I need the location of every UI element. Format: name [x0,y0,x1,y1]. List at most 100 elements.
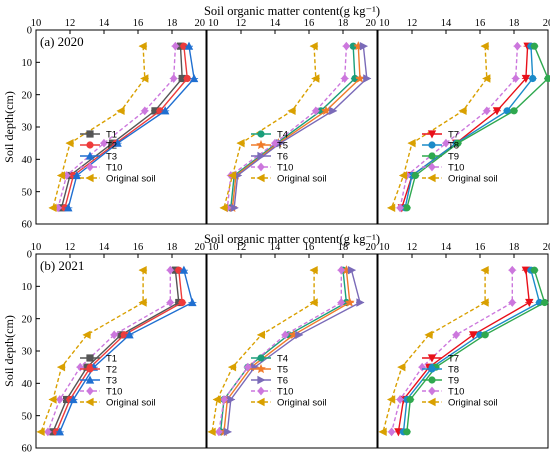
data-point [344,297,355,307]
legend-marker [256,139,266,150]
data-point [184,41,194,50]
y-tick-label: 50 [22,411,33,422]
series-original-soil [36,265,148,437]
series-line [47,270,172,433]
y-tick-label: 0 [27,26,32,37]
data-point [355,73,365,83]
series-t10 [43,265,175,437]
x-tick-label: 18 [338,242,349,253]
data-point [359,41,368,51]
series-line [59,270,194,433]
data-point [236,138,245,148]
data-point [227,362,237,372]
legend-label: Original soil [448,173,498,184]
data-point [411,171,420,180]
x-tick-label: 10 [208,18,219,29]
data-point [48,395,57,404]
x-tick-label: 20 [195,18,206,29]
data-point [271,138,279,148]
series-line [390,46,488,209]
x-tick-label: 12 [65,242,76,253]
data-point [363,74,372,83]
plot-frame [35,29,207,225]
series-original-soil [378,265,490,437]
x-tick-label: 20 [195,242,206,253]
data-point [508,265,516,275]
data-point [166,298,174,307]
data-point [69,394,78,404]
y-tick-label: 20 [22,314,33,325]
x-tick-label: 16 [304,18,315,29]
series-line [397,270,531,432]
series-line [40,270,144,433]
data-point [530,42,539,50]
legend-label: T8 [448,140,459,151]
x-tick-label: 20 [366,18,377,29]
legend-marker [86,141,94,149]
data-point [215,427,223,437]
legend-marker [85,173,94,183]
y-tick-label: 30 [22,123,33,134]
data-point [342,41,351,51]
series-line [406,269,546,432]
legend-marker [85,151,95,160]
legend-marker [428,162,436,172]
data-point [312,106,320,116]
y-tick-label: 50 [22,187,33,198]
series-t4 [216,266,351,436]
x-tick-label: 16 [133,18,144,29]
data-point [189,73,199,83]
x-tick-label: 18 [167,242,178,253]
legend-label: T7 [448,129,459,140]
legend-marker [427,354,437,363]
data-point [56,171,66,180]
x-tick-label: 14 [441,242,452,253]
series-line [52,270,180,433]
data-point [171,41,180,51]
legend-label: T10 [277,162,293,173]
series-line [226,46,348,208]
series-line [52,46,146,208]
series-line [57,46,177,208]
data-point [387,203,396,213]
data-point [141,106,149,116]
data-point [329,106,338,116]
legend-marker [427,173,436,183]
data-point [227,171,237,180]
legend-marker [256,397,265,407]
legend-marker [257,162,265,172]
data-point [287,106,296,116]
data-point [161,106,170,115]
data-point [424,330,433,340]
x-tick-label: 16 [304,242,315,253]
data-point [513,41,522,51]
x-tick-label: 12 [407,18,418,29]
series-line [218,270,342,432]
legend-label: T2 [106,140,117,151]
data-point [337,298,345,307]
data-point [356,298,365,307]
y-tick-label: 10 [22,282,33,293]
series-t4 [226,42,359,212]
data-point [442,138,450,148]
data-point [188,297,197,307]
data-point [482,74,491,83]
series-t8 [399,266,544,436]
x-tick-label: 12 [65,18,76,29]
y-tick-label: 30 [22,347,33,358]
legend-marker [428,376,436,384]
legend-label: T6 [277,151,288,162]
series-original-soil [387,41,491,213]
y-tick-label: 0 [27,250,32,261]
data-point [480,265,489,275]
x-tick-label: 10 [379,242,390,253]
series-line [223,46,317,208]
series-line [60,46,183,208]
data-point [529,74,537,83]
data-point [36,427,45,437]
data-point [309,265,318,275]
x-tick-label: 10 [31,242,42,253]
